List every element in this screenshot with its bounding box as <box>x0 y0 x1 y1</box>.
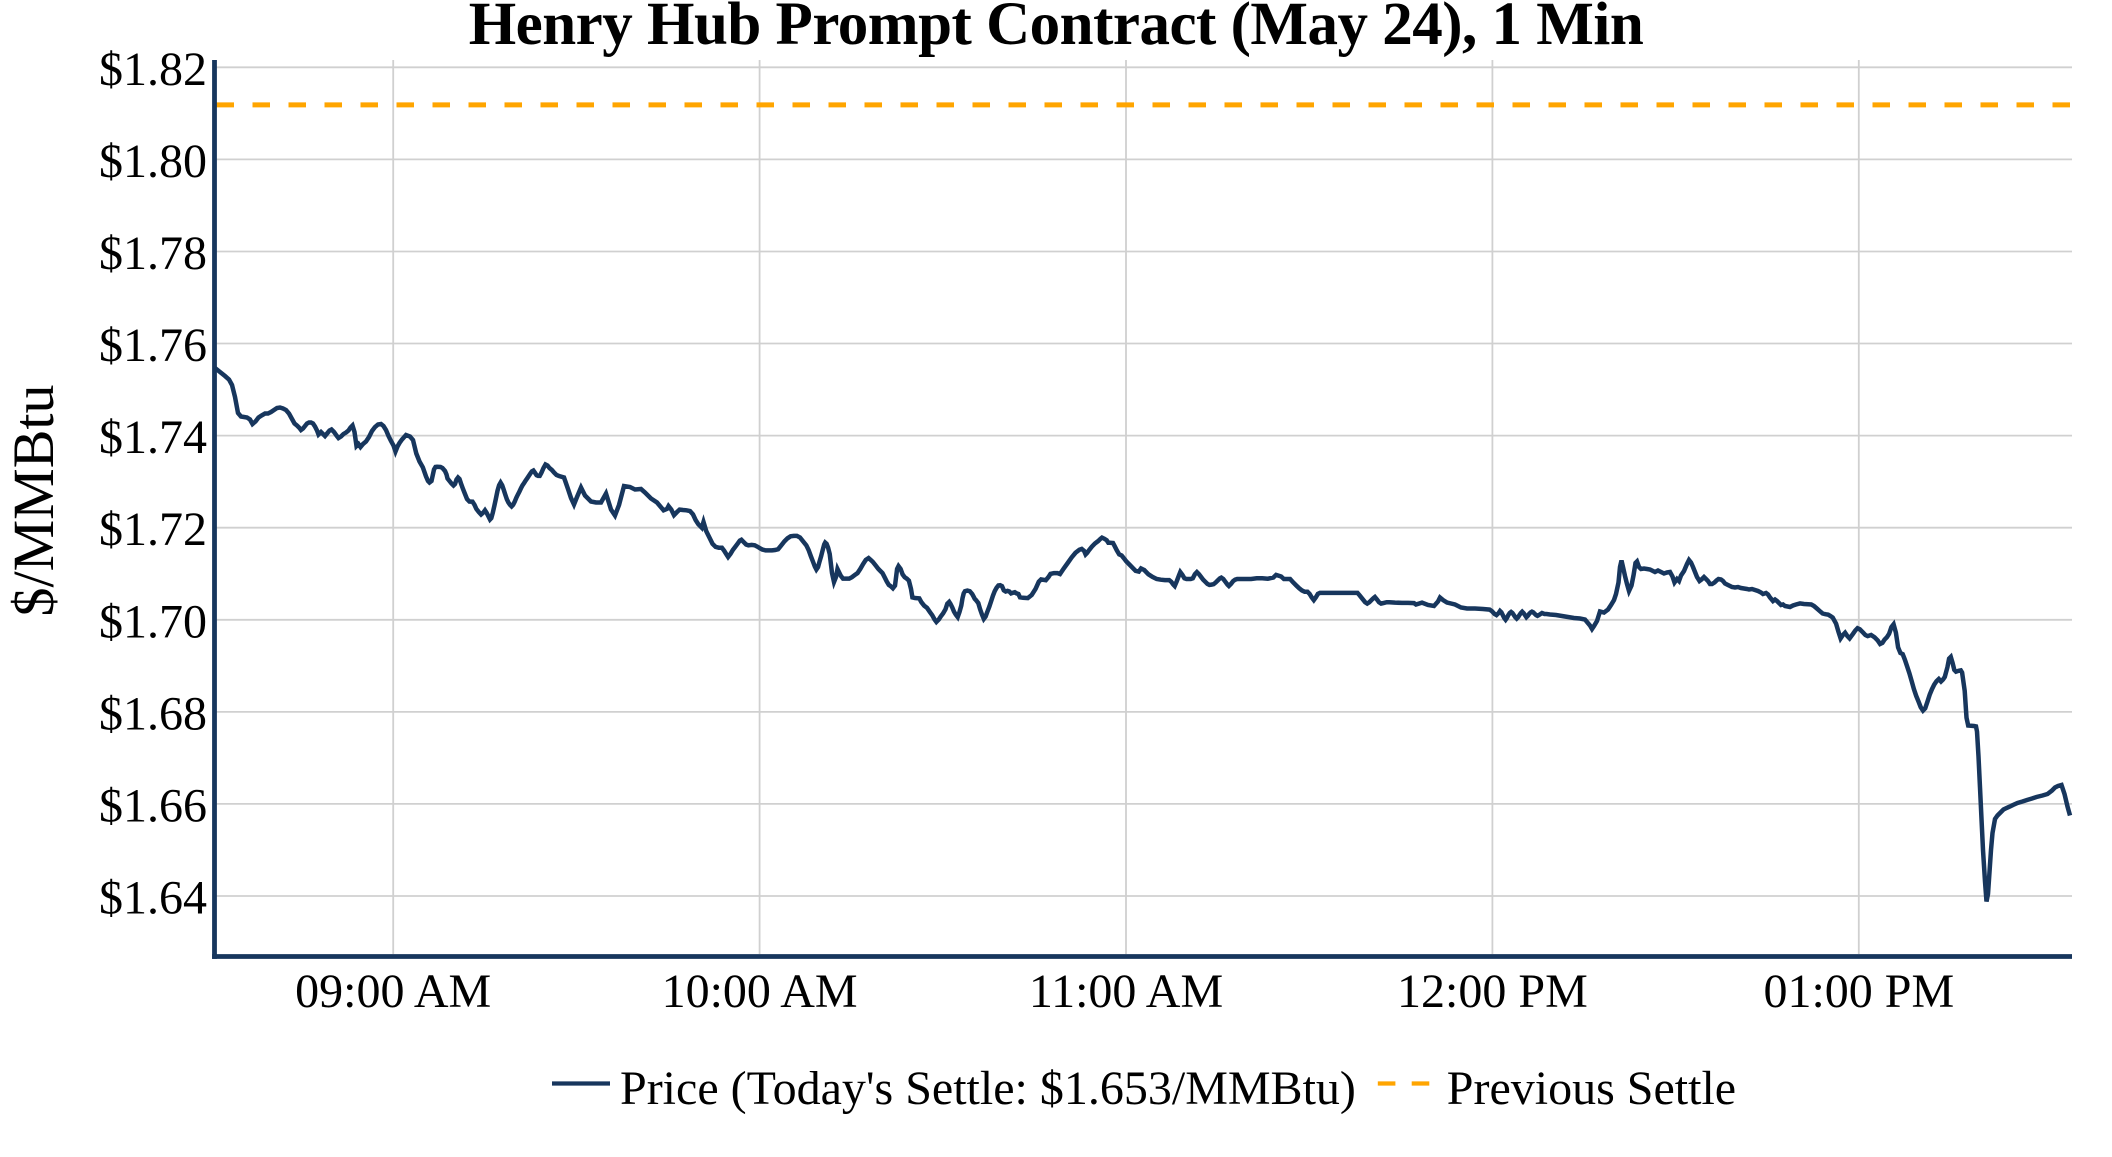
svg-text:$1.76: $1.76 <box>99 319 207 372</box>
svg-text:Henry Hub Prompt Contract (May: Henry Hub Prompt Contract (May 24), 1 Mi… <box>469 0 1644 58</box>
svg-text:$1.74: $1.74 <box>99 411 207 464</box>
svg-text:$1.64: $1.64 <box>99 872 207 925</box>
svg-text:$1.68: $1.68 <box>99 687 207 740</box>
svg-text:$1.72: $1.72 <box>99 503 207 556</box>
svg-text:$1.80: $1.80 <box>99 135 207 188</box>
svg-text:11:00 AM: 11:00 AM <box>1029 965 1223 1018</box>
svg-text:$1.70: $1.70 <box>99 595 207 648</box>
svg-text:$1.78: $1.78 <box>99 227 207 280</box>
svg-text:$1.82: $1.82 <box>99 43 207 96</box>
svg-text:01:00 PM: 01:00 PM <box>1763 965 1954 1018</box>
svg-text:Price (Today's Settle: $1.653/: Price (Today's Settle: $1.653/MMBtu) <box>620 1062 1356 1115</box>
svg-text:10:00 AM: 10:00 AM <box>662 965 858 1018</box>
svg-text:$/MMBtu: $/MMBtu <box>1 384 66 616</box>
svg-text:09:00 AM: 09:00 AM <box>295 965 491 1018</box>
svg-text:12:00 PM: 12:00 PM <box>1397 965 1588 1018</box>
svg-text:Previous Settle: Previous Settle <box>1447 1062 1736 1115</box>
svg-text:$1.66: $1.66 <box>99 779 207 832</box>
